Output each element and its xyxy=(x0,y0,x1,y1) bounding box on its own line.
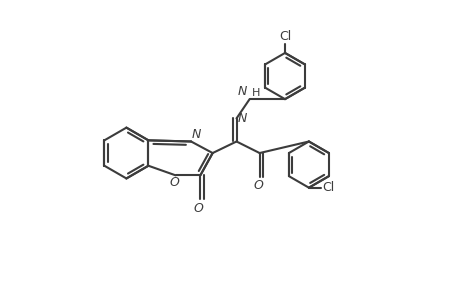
Text: N: N xyxy=(191,128,201,141)
Text: N: N xyxy=(238,112,247,125)
Text: N: N xyxy=(237,85,247,98)
Text: Cl: Cl xyxy=(321,181,334,194)
Text: H: H xyxy=(252,88,260,98)
Text: O: O xyxy=(193,202,203,214)
Text: O: O xyxy=(170,176,179,189)
Text: O: O xyxy=(252,179,263,192)
Text: Cl: Cl xyxy=(278,30,291,43)
